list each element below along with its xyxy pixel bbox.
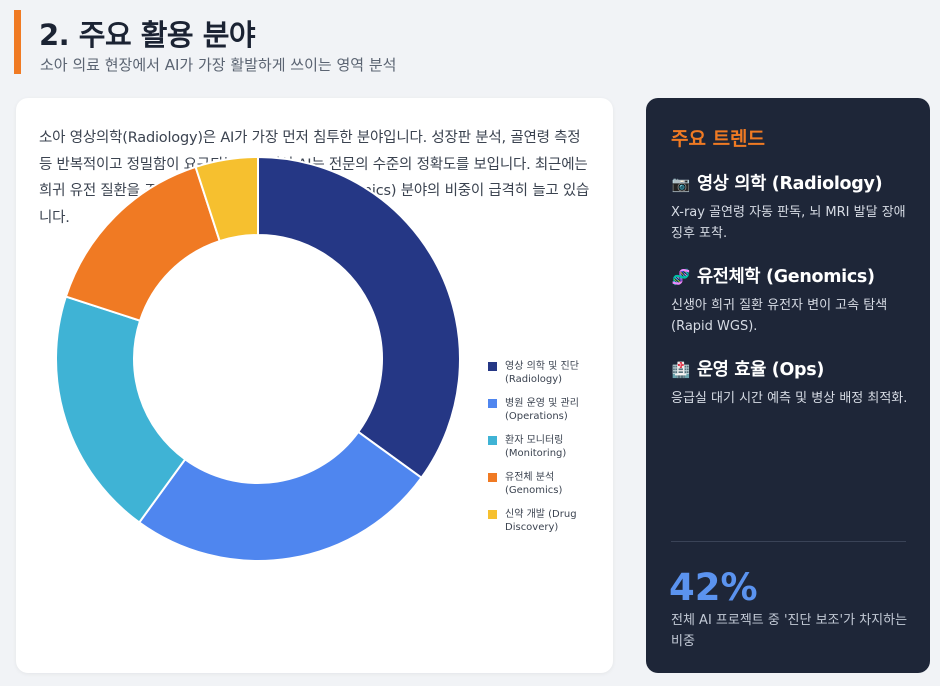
legend-swatch [488, 362, 497, 371]
donut-slice[interactable] [64, 165, 221, 322]
legend-item[interactable]: 영상 의학 및 진단 (Radiology) [488, 360, 608, 397]
panel-divider [671, 541, 906, 542]
trend-title-text: 영상 의학 (Radiology) [697, 174, 883, 194]
trend-title-text: 유전체학 (Genomics) [697, 267, 875, 287]
trend-description: X-ray 골연령 자동 판독, 뇌 MRI 발달 장애 징후 포착. [671, 205, 906, 241]
legend-swatch [488, 473, 497, 482]
trend-title-text: 운영 효율 (Ops) [697, 360, 825, 380]
trend-radiology: 📷 영상 의학 (Radiology) X-ray 골연령 자동 판독, 뇌 MR… [671, 170, 911, 244]
trend-genomics: 🧬 유전체학 (Genomics) 신생아 희귀 질환 유전자 변이 고속 탐색 … [671, 263, 911, 337]
camera-icon: 📷 [671, 175, 691, 193]
trend-title: 📷 영상 의학 (Radiology) [671, 170, 911, 195]
donut-slice[interactable] [55, 295, 187, 524]
panel-title: 주요 트렌드 [671, 128, 766, 150]
trend-title: 🏥 운영 효율 (Ops) [671, 356, 911, 381]
trends-panel: 주요 트렌드 📷 영상 의학 (Radiology) X-ray 골연령 자동 판… [646, 98, 930, 673]
stat-label: 전체 AI 프로젝트 중 '진단 보조'가 차지하는 비중 [671, 613, 908, 649]
legend-label: 영상 의학 및 진단 (Radiology) [505, 361, 579, 385]
trend-ops: 🏥 운영 효율 (Ops) 응급실 대기 시간 예측 및 병상 배정 최적화. [671, 356, 911, 409]
legend-item[interactable]: 환자 모니터링 (Monitoring) [488, 434, 608, 471]
donut-chart [55, 155, 461, 562]
header-accent-bar [14, 10, 21, 74]
dna-icon: 🧬 [671, 268, 691, 286]
page-subtitle: 소아 의료 현장에서 AI가 가장 활발하게 쓰이는 영역 분석 [40, 56, 397, 74]
chart-legend: 영상 의학 및 진단 (Radiology) 병원 운영 및 관리 (Opera… [488, 360, 608, 545]
donut-slice[interactable] [194, 155, 259, 243]
legend-label: 병원 운영 및 관리 (Operations) [505, 398, 579, 422]
page-title: 2. 주요 활용 분야 [39, 18, 256, 52]
legend-label: 환자 모니터링 (Monitoring) [505, 435, 567, 459]
hospital-icon: 🏥 [671, 361, 691, 379]
donut-slice[interactable] [137, 430, 423, 562]
legend-swatch [488, 510, 497, 519]
trend-description: 응급실 대기 시간 예측 및 병상 배정 최적화. [671, 391, 908, 406]
stat-value: 42% [669, 566, 758, 609]
legend-item[interactable]: 유전체 분석 (Genomics) [488, 471, 608, 508]
chart-card: 소아 영상의학(Radiology)은 AI가 가장 먼저 침투한 분야입니다.… [16, 98, 613, 673]
trend-description: 신생아 희귀 질환 유전자 변이 고속 탐색 (Rapid WGS). [671, 298, 888, 334]
legend-swatch [488, 399, 497, 408]
trend-title: 🧬 유전체학 (Genomics) [671, 263, 911, 288]
legend-label: 신약 개발 (Drug Discovery) [505, 509, 577, 533]
legend-swatch [488, 436, 497, 445]
legend-item[interactable]: 병원 운영 및 관리 (Operations) [488, 397, 608, 434]
legend-item[interactable]: 신약 개발 (Drug Discovery) [488, 508, 608, 545]
donut-slice[interactable] [257, 155, 461, 480]
legend-label: 유전체 분석 (Genomics) [505, 472, 563, 496]
